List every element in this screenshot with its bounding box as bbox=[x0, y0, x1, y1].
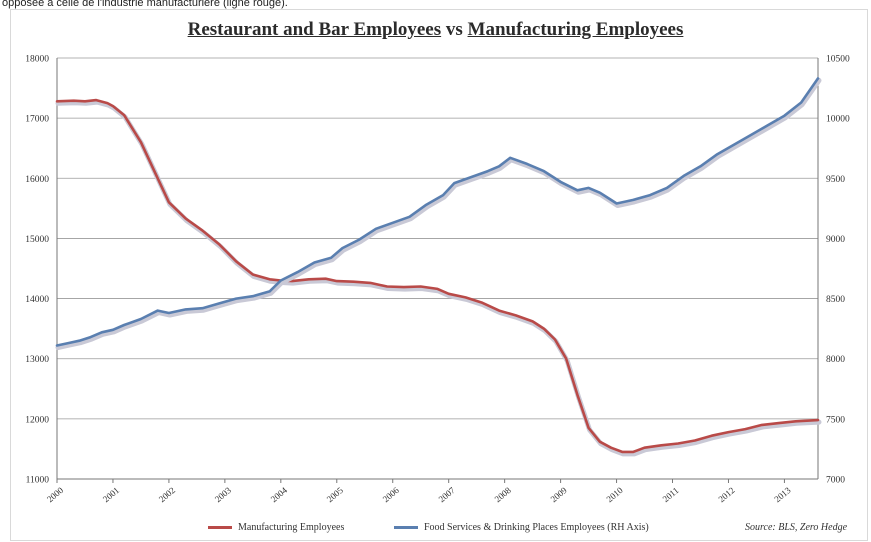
x-tick-label-2011: 2011 bbox=[661, 485, 681, 504]
x-tick-label-2001: 2001 bbox=[101, 485, 121, 504]
right-tick-label-8000: 8000 bbox=[826, 355, 845, 365]
x-tick-label-2003: 2003 bbox=[213, 485, 234, 505]
legend-swatch-food-services bbox=[394, 526, 418, 530]
series-shadow-1 bbox=[55, 77, 822, 350]
legend-item-food-services: Food Services & Drinking Places Employee… bbox=[394, 522, 649, 536]
left-tick-label-16000: 16000 bbox=[25, 175, 49, 185]
x-tick-label-2007: 2007 bbox=[437, 485, 458, 505]
legend-swatch-manufacturing bbox=[208, 526, 232, 530]
left-tick-label-17000: 17000 bbox=[25, 115, 49, 125]
x-tick-label-2008: 2008 bbox=[493, 485, 514, 505]
x-tick-label-2005: 2005 bbox=[325, 485, 346, 505]
left-tick-label-11000: 11000 bbox=[26, 476, 50, 486]
title-part-restaurant: Restaurant and Bar Employees bbox=[187, 19, 442, 40]
right-tick-label-9500: 9500 bbox=[826, 175, 845, 185]
chart-title: Restaurant and Bar Employees vs Manufact… bbox=[0, 19, 871, 41]
left-tick-label-14000: 14000 bbox=[25, 295, 49, 305]
x-tick-label-2004: 2004 bbox=[269, 485, 290, 505]
left-tick-label-18000: 18000 bbox=[25, 55, 49, 65]
series-shadow-0 bbox=[55, 99, 822, 457]
legend-item-manufacturing: Manufacturing Employees bbox=[208, 522, 344, 536]
chart-frame bbox=[10, 9, 868, 541]
top-caption: opposée à celle de l'industrie manufactu… bbox=[2, 0, 288, 9]
x-tick-label-2009: 2009 bbox=[549, 485, 570, 505]
legend-label-manufacturing: Manufacturing Employees bbox=[238, 522, 345, 533]
x-tick-label-2006: 2006 bbox=[381, 485, 402, 505]
x-tick-label-2010: 2010 bbox=[605, 485, 626, 505]
x-tick-label-2000: 2000 bbox=[45, 485, 66, 505]
right-tick-label-8500: 8500 bbox=[826, 295, 845, 305]
x-tick-label-2013: 2013 bbox=[772, 485, 793, 505]
left-tick-label-15000: 15000 bbox=[25, 235, 49, 245]
right-tick-label-9000: 9000 bbox=[826, 235, 845, 245]
title-part-vs: vs bbox=[441, 19, 468, 40]
title-part-manufacturing: Manufacturing Employees bbox=[467, 19, 684, 40]
right-tick-label-7000: 7000 bbox=[826, 476, 845, 486]
left-tick-label-12000: 12000 bbox=[25, 415, 49, 425]
right-tick-label-7500: 7500 bbox=[826, 415, 845, 425]
source-note: Source: BLS, Zero Hedge bbox=[745, 522, 848, 533]
right-tick-label-10000: 10000 bbox=[826, 115, 850, 125]
x-tick-label-2012: 2012 bbox=[716, 485, 736, 504]
series-line-manufacturing bbox=[55, 98, 820, 454]
left-tick-label-13000: 13000 bbox=[25, 355, 49, 365]
x-tick-label-2002: 2002 bbox=[157, 485, 177, 504]
legend-label-food-services: Food Services & Drinking Places Employee… bbox=[424, 522, 649, 533]
series-line-food-services bbox=[55, 77, 820, 347]
right-tick-label-10500: 10500 bbox=[826, 55, 850, 65]
